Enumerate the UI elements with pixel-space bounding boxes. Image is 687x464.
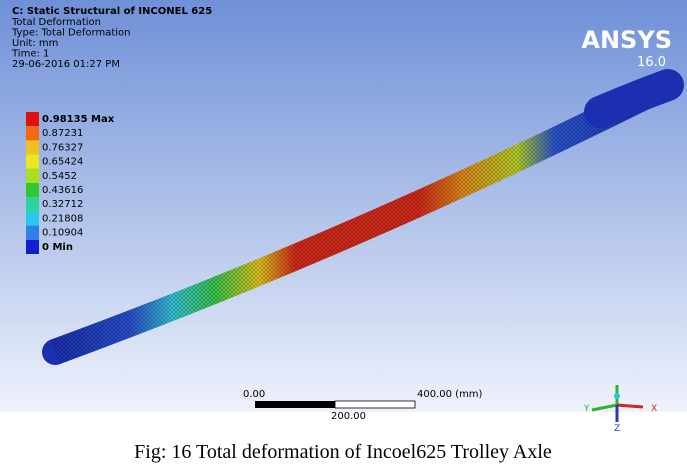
logo: ANSYS [581, 26, 672, 54]
header-line: Time: 1 [11, 49, 49, 60]
header-line: Unit: mm [12, 38, 58, 49]
header-title: C: Static Structural of INCONEL 625 [12, 6, 212, 17]
caption: Fig: 16 Total deformation of Incoel625 T… [134, 441, 552, 463]
legend-swatch [26, 112, 39, 126]
header-line: 29-06-2016 01:27 PM [12, 59, 120, 70]
scale-end: 400.00 (mm) [417, 389, 483, 400]
legend-swatch [26, 169, 39, 183]
legend-label: 0.76327 [42, 142, 83, 153]
legend-label: 0.43616 [42, 185, 83, 196]
legend-label: 0.10904 [42, 228, 83, 239]
screenshot: C: Static Structural of INCONEL 625 Tota… [0, 0, 687, 464]
legend-swatch [26, 155, 39, 169]
triad-z: Z [614, 424, 620, 434]
legend-label: 0.98135 Max [42, 114, 115, 125]
legend-swatch [26, 140, 39, 154]
header-line: Total Deformation [11, 17, 101, 28]
scale-start: 0.00 [243, 389, 265, 400]
legend-label: 0.87231 [42, 128, 83, 139]
legend-swatch [26, 211, 39, 225]
triad-x: X [651, 404, 657, 414]
legend-swatch [26, 226, 39, 240]
page: C: Static Structural of INCONEL 625 Tota… [0, 0, 687, 464]
legend-label: 0.32712 [42, 199, 83, 210]
header-line: Type: Total Deformation [11, 28, 131, 39]
scale-bar [255, 401, 415, 408]
legend-label: 0.21808 [42, 213, 83, 224]
legend-swatch [26, 126, 39, 140]
logo-version: 16.0 [637, 55, 666, 70]
legend-swatch [26, 197, 39, 211]
legend-swatch [26, 240, 39, 254]
triad-y: Y [583, 404, 590, 414]
scale-middle: 200.00 [331, 411, 366, 422]
legend-label: 0.5452 [42, 171, 77, 182]
legend-swatch [26, 183, 39, 197]
legend-label: 0.65424 [42, 157, 83, 168]
legend-label: 0 Min [42, 242, 73, 253]
